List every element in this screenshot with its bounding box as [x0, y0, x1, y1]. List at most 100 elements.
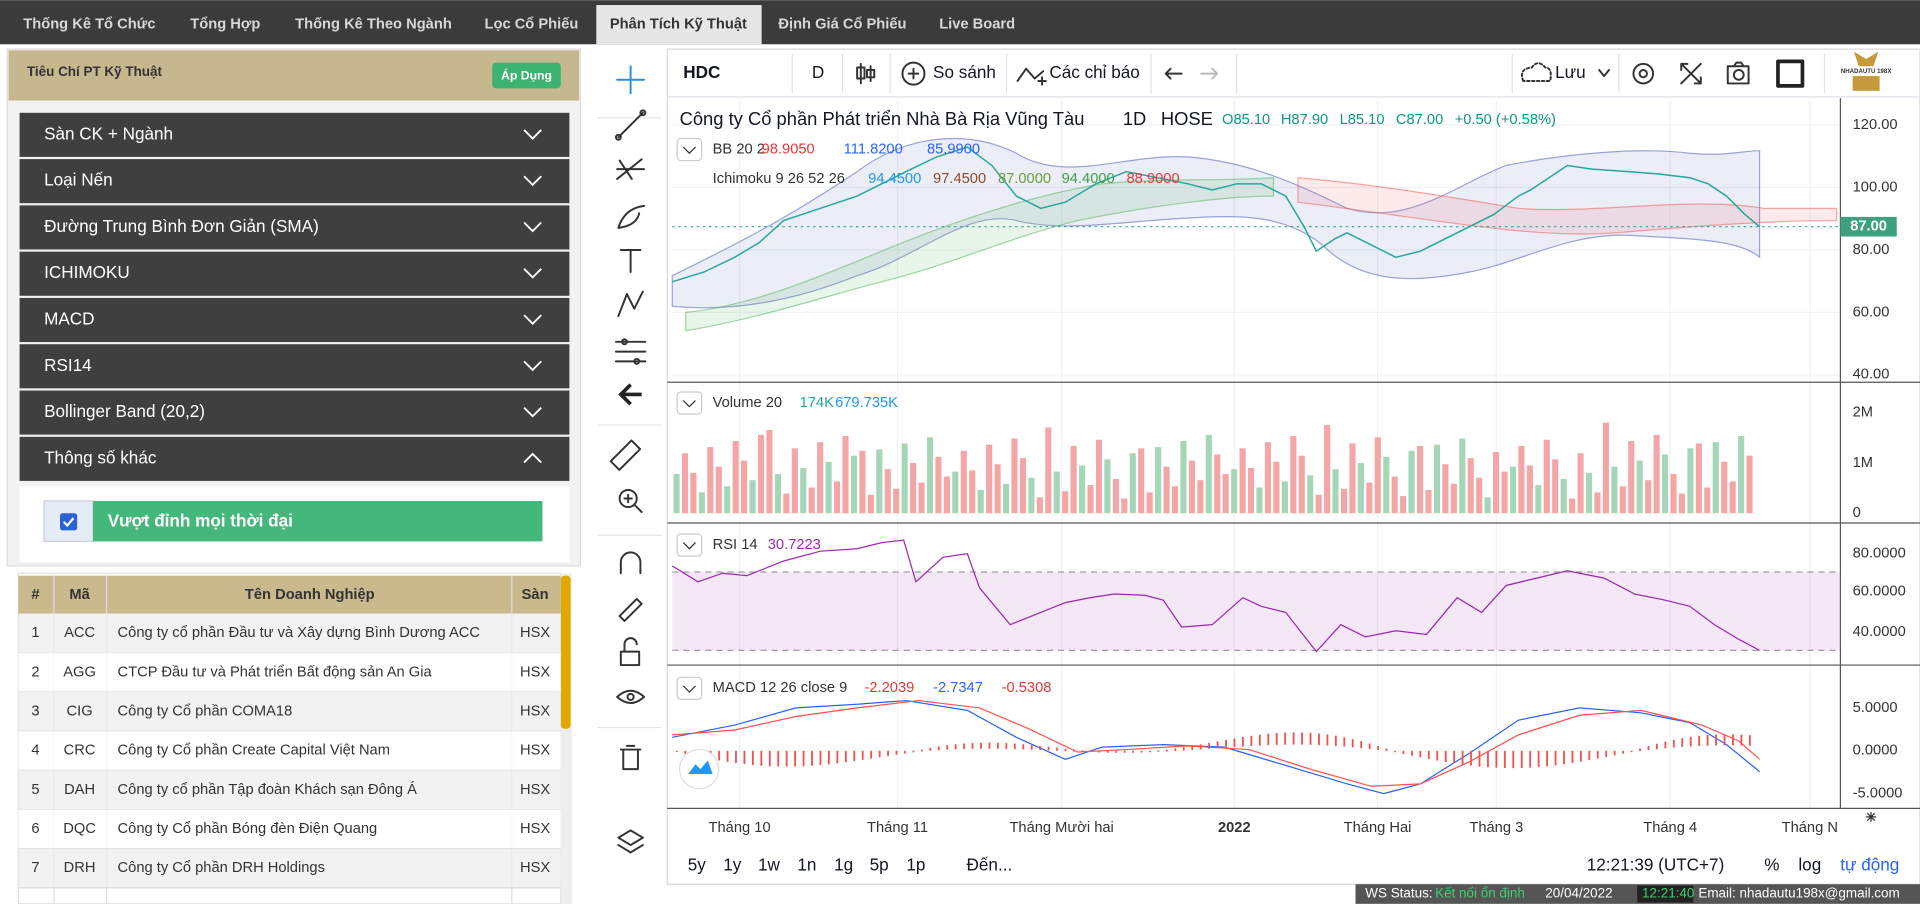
save-dropdown[interactable] [1598, 68, 1610, 78]
section-header[interactable] [19, 205, 570, 250]
section-header[interactable] [19, 159, 570, 204]
redo-button[interactable] [1200, 67, 1219, 80]
histogram-shape [1123, 750, 1126, 753]
magnet-tool[interactable] [619, 551, 642, 575]
legend-toggle[interactable] [676, 533, 703, 557]
volume-bar-shape [1569, 498, 1576, 514]
time-axis-settings[interactable] [1866, 812, 1876, 822]
section-header[interactable] [19, 112, 570, 157]
section-header[interactable] [19, 390, 570, 435]
fullscreen-button[interactable] [1680, 62, 1702, 85]
undo-button[interactable] [1164, 67, 1183, 80]
trendline-tool[interactable] [614, 109, 647, 141]
range-button[interactable]: 1y [723, 854, 742, 874]
tab[interactable]: Thống Kê Theo Ngành [295, 17, 452, 33]
histogram-shape [1039, 745, 1042, 751]
table-row[interactable] [18, 613, 561, 653]
volume-bar-shape [1442, 464, 1449, 514]
volume-bar-shape [1340, 488, 1348, 514]
range-button[interactable]: 5p [870, 854, 889, 874]
layers-tool[interactable] [617, 829, 644, 854]
range-button[interactable]: 1g [834, 854, 853, 874]
table-row[interactable] [18, 809, 561, 849]
histogram-shape [1740, 734, 1743, 746]
legend-toggle[interactable] [676, 676, 703, 700]
prediction-tool[interactable] [614, 338, 647, 365]
popout-button[interactable] [1776, 59, 1805, 88]
lock-drawing-tool[interactable] [618, 597, 643, 622]
tab[interactable]: Thống Kê Tổ Chức [23, 17, 155, 33]
volume-bar-shape [1383, 456, 1390, 514]
range-button[interactable]: 1w [758, 854, 781, 874]
range-button[interactable]: 1p [906, 854, 925, 874]
lock-tool[interactable] [619, 637, 641, 667]
legend-toggle[interactable] [676, 391, 703, 415]
pattern-tool[interactable] [617, 290, 644, 318]
apply-button-bg[interactable] [492, 62, 561, 89]
volume-bar-shape [918, 482, 925, 514]
tab[interactable]: Định Giá Cổ Phiếu [778, 17, 906, 33]
fib-tool[interactable] [616, 158, 646, 180]
screenshot-button[interactable] [1726, 61, 1750, 85]
volume-bar-shape [1019, 458, 1026, 514]
scrollbar-thumb[interactable] [560, 575, 571, 729]
scale-option[interactable]: log [1798, 854, 1821, 874]
range-button[interactable]: Đến... [967, 854, 1013, 874]
last-price-tag [1840, 216, 1897, 237]
section-header[interactable] [19, 297, 570, 343]
volume-bar-shape [1146, 492, 1153, 514]
tab[interactable]: Tổng Hợp [190, 17, 260, 33]
histogram-shape [675, 750, 678, 752]
tab[interactable]: Lọc Cổ Phiếu [485, 17, 579, 33]
indicators-icon[interactable] [1016, 67, 1047, 86]
histogram-shape [1461, 750, 1464, 765]
compare-button[interactable]: So sánh [933, 62, 996, 82]
tab[interactable]: Phân Tích Kỹ Thuật [610, 17, 747, 33]
legend-toggle[interactable] [676, 137, 703, 162]
histogram-shape [1368, 743, 1371, 750]
compare-icon[interactable] [901, 61, 926, 86]
apply-button[interactable]: Áp Dụng [501, 67, 552, 82]
table-row[interactable] [18, 770, 561, 810]
histogram-shape [1698, 735, 1701, 746]
settings-button[interactable] [1632, 62, 1655, 85]
visibility-tool[interactable] [616, 689, 646, 704]
brush-tool[interactable] [617, 204, 646, 229]
histogram-shape [828, 750, 830, 765]
table-row[interactable] [18, 731, 561, 771]
delete-tool[interactable] [619, 744, 642, 771]
zoom-tool[interactable] [618, 488, 643, 513]
crosshair-tool[interactable] [616, 65, 646, 95]
histogram-shape [1689, 736, 1692, 747]
histogram-shape [718, 750, 720, 761]
indicators-button[interactable]: Các chỉ báo [1049, 62, 1139, 82]
table-row[interactable] [18, 848, 561, 888]
ichimoku-cloud-red [1297, 177, 1838, 235]
save-button[interactable]: Lưu [1555, 62, 1586, 82]
section-header[interactable] [19, 344, 570, 389]
volume-bar-shape [1079, 465, 1086, 514]
section-header[interactable] [19, 436, 570, 481]
checkbox-label-bg[interactable] [93, 500, 543, 542]
table-cell: DAH [64, 782, 95, 798]
range-button[interactable]: 5y [688, 854, 707, 874]
interval[interactable]: D [812, 62, 824, 82]
volume-bar-shape [698, 492, 705, 514]
back-tool[interactable] [618, 383, 642, 406]
scale-option[interactable]: % [1764, 854, 1779, 874]
text-tool[interactable] [619, 248, 642, 273]
table-row[interactable] [18, 652, 561, 692]
scale-option[interactable]: tự động [1840, 854, 1899, 874]
axis-label: 2M [1853, 405, 1873, 421]
volume-bar-shape [1324, 425, 1331, 514]
range-button[interactable]: 1n [797, 854, 816, 874]
symbol[interactable]: HDC [683, 62, 720, 82]
checkbox[interactable] [60, 513, 78, 531]
chart-type-button[interactable] [856, 62, 876, 85]
table-row[interactable] [18, 692, 561, 732]
volume-bar-shape [1670, 474, 1677, 514]
ruler-tool[interactable] [609, 439, 642, 471]
save-cloud-icon[interactable] [1520, 62, 1552, 82]
section-header[interactable] [19, 251, 570, 296]
tab[interactable]: Live Board [939, 17, 1015, 33]
